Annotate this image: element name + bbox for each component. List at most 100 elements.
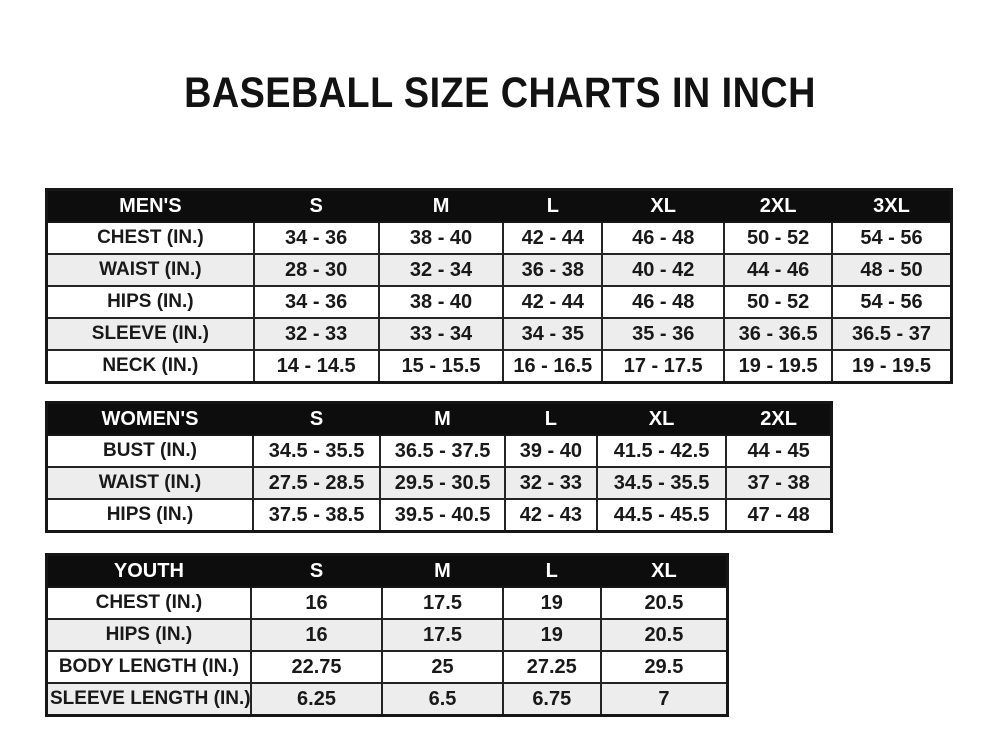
row-label-cell: CHEST (IN.) [45, 221, 255, 255]
size-column-header: XL [595, 401, 728, 436]
table-row: WAIST (IN.) 27.5 - 28.5 29.5 - 30.5 32 - 33… [45, 466, 833, 500]
size-value-cell: 6.25 [249, 682, 384, 717]
size-value-cell: 34.5 - 35.5 [595, 466, 728, 500]
size-value-cell: 32 - 33 [252, 317, 380, 351]
size-value-cell: 29.5 - 30.5 [379, 466, 506, 500]
size-value-cell: 37.5 - 38.5 [251, 498, 382, 533]
size-value-cell: 46 - 48 [601, 285, 726, 319]
size-column-header: M [377, 188, 505, 223]
size-value-cell: 37 - 38 [725, 466, 833, 500]
size-table-womens: WOMEN'S S M L XL 2XL BUST (IN.) 34.5 - 35.5 36.5… [45, 401, 833, 533]
table-header-row: MEN'S S M L XL 2XL 3XL [45, 188, 953, 223]
row-label-cell: WAIST (IN.) [45, 466, 254, 500]
size-value-cell: 29.5 [599, 650, 729, 684]
size-value-cell: 6.5 [381, 682, 504, 717]
size-value-cell: 19 - 19.5 [830, 349, 953, 384]
size-column-header: 3XL [830, 188, 953, 223]
row-label-cell: HIPS (IN.) [45, 498, 254, 533]
table-row: BODY LENGTH (IN.) 22.75 25 27.25 29.5 [45, 650, 729, 684]
size-column-header: S [252, 188, 380, 223]
size-value-cell: 41.5 - 42.5 [595, 434, 728, 468]
size-value-cell: 16 [249, 586, 384, 620]
row-label-cell: HIPS (IN.) [45, 618, 252, 652]
table-row: BUST (IN.) 34.5 - 35.5 36.5 - 37.5 39 - 40 4… [45, 434, 833, 468]
row-label-cell: BODY LENGTH (IN.) [45, 650, 252, 684]
table-row: SLEEVE LENGTH (IN.) 6.25 6.5 6.75 7 [45, 682, 729, 717]
size-value-cell: 34 - 36 [252, 285, 380, 319]
size-value-cell: 34.5 - 35.5 [251, 434, 382, 468]
size-value-cell: 34 - 36 [252, 221, 380, 255]
size-value-cell: 33 - 34 [377, 317, 505, 351]
row-label-cell: BUST (IN.) [45, 434, 254, 468]
size-value-cell: 15 - 15.5 [377, 349, 505, 384]
size-column-header: S [251, 401, 382, 436]
size-table-youth: YOUTH S M L XL CHEST (IN.) 16 17.5 19 20.5 HIPS (I… [45, 553, 729, 717]
size-value-cell: 50 - 52 [723, 221, 833, 255]
size-column-header: S [249, 553, 384, 588]
size-value-cell: 42 - 44 [502, 285, 604, 319]
size-value-cell: 17.5 [381, 618, 504, 652]
size-value-cell: 16 [249, 618, 384, 652]
size-value-cell: 19 - 19.5 [723, 349, 833, 384]
size-column-header: XL [601, 188, 726, 223]
size-value-cell: 19 [501, 586, 602, 620]
table-header-row: YOUTH S M L XL [45, 553, 729, 588]
size-column-header: M [381, 553, 504, 588]
table-title-cell: WOMEN'S [45, 401, 254, 436]
size-value-cell: 50 - 52 [723, 285, 833, 319]
size-value-cell: 44 - 46 [723, 253, 833, 287]
size-value-cell: 35 - 36 [601, 317, 726, 351]
size-value-cell: 36.5 - 37.5 [379, 434, 506, 468]
size-value-cell: 6.75 [501, 682, 602, 717]
table-header-row: WOMEN'S S M L XL 2XL [45, 401, 833, 436]
size-column-header: L [503, 401, 598, 436]
row-label-cell: NECK (IN.) [45, 349, 255, 384]
table-row: WAIST (IN.) 28 - 30 32 - 34 36 - 38 40 - 42 4… [45, 253, 953, 287]
size-value-cell: 44 - 45 [725, 434, 833, 468]
size-value-cell: 40 - 42 [601, 253, 726, 287]
size-value-cell: 32 - 34 [377, 253, 505, 287]
size-value-cell: 44.5 - 45.5 [595, 498, 728, 533]
size-value-cell: 42 - 44 [502, 221, 604, 255]
size-value-cell: 46 - 48 [601, 221, 726, 255]
size-value-cell: 38 - 40 [377, 221, 505, 255]
size-column-header: L [502, 188, 604, 223]
size-value-cell: 47 - 48 [725, 498, 833, 533]
table-row: HIPS (IN.) 34 - 36 38 - 40 42 - 44 46 - 48 50… [45, 285, 953, 319]
size-value-cell: 39 - 40 [503, 434, 598, 468]
table-row: SLEEVE (IN.) 32 - 33 33 - 34 34 - 35 35 - 36… [45, 317, 953, 351]
size-value-cell: 36.5 - 37 [830, 317, 953, 351]
row-label-cell: SLEEVE LENGTH (IN.) [45, 682, 252, 717]
size-value-cell: 17 - 17.5 [601, 349, 726, 384]
size-value-cell: 32 - 33 [503, 466, 598, 500]
size-value-cell: 36 - 38 [502, 253, 604, 287]
table-title-cell: YOUTH [45, 553, 252, 588]
size-value-cell: 42 - 43 [503, 498, 598, 533]
size-column-header: XL [599, 553, 729, 588]
size-value-cell: 16 - 16.5 [502, 349, 604, 384]
size-value-cell: 17.5 [381, 586, 504, 620]
table-row: HIPS (IN.) 16 17.5 19 20.5 [45, 618, 729, 652]
table-row: HIPS (IN.) 37.5 - 38.5 39.5 - 40.5 42 - 43 4… [45, 498, 833, 533]
size-value-cell: 54 - 56 [830, 221, 953, 255]
page-title: BASEBALL SIZE CHARTS IN INCH [184, 69, 816, 117]
size-value-cell: 36 - 36.5 [723, 317, 833, 351]
size-value-cell: 38 - 40 [377, 285, 505, 319]
size-value-cell: 28 - 30 [252, 253, 380, 287]
size-value-cell: 27.25 [501, 650, 602, 684]
row-label-cell: HIPS (IN.) [45, 285, 255, 319]
size-value-cell: 7 [599, 682, 729, 717]
size-value-cell: 20.5 [599, 586, 729, 620]
size-column-header: 2XL [723, 188, 833, 223]
size-value-cell: 22.75 [249, 650, 384, 684]
size-value-cell: 54 - 56 [830, 285, 953, 319]
size-value-cell: 14 - 14.5 [252, 349, 380, 384]
size-value-cell: 19 [501, 618, 602, 652]
size-column-header: 2XL [725, 401, 833, 436]
size-value-cell: 27.5 - 28.5 [251, 466, 382, 500]
size-column-header: M [379, 401, 506, 436]
size-value-cell: 34 - 35 [502, 317, 604, 351]
row-label-cell: SLEEVE (IN.) [45, 317, 255, 351]
table-row: NECK (IN.) 14 - 14.5 15 - 15.5 16 - 16.5 17 … [45, 349, 953, 384]
